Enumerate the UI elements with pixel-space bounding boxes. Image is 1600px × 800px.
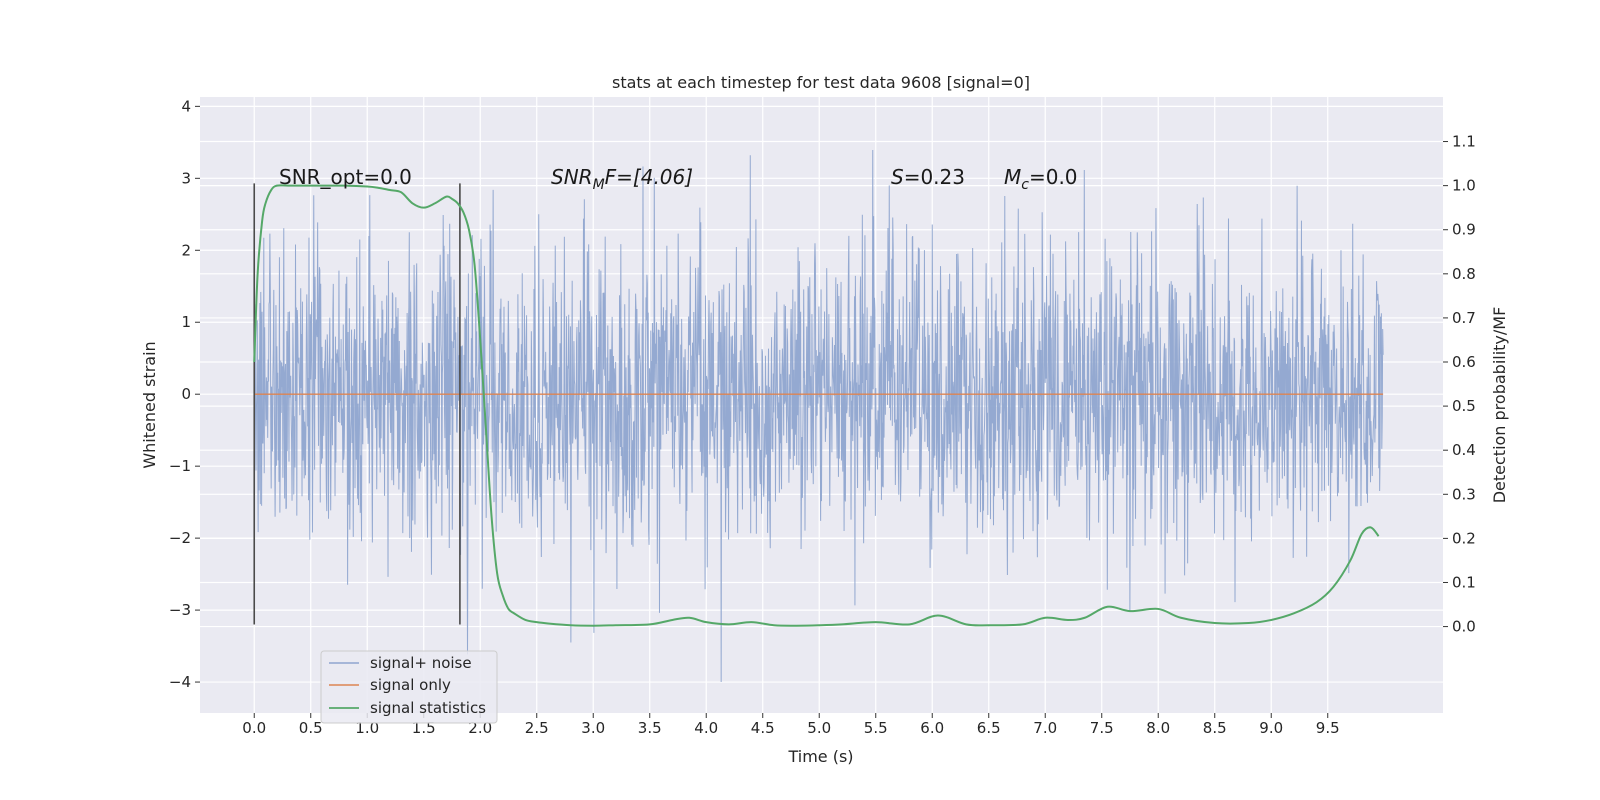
stats-series xyxy=(253,184,1380,627)
annotation-mc: Mc=0.0 xyxy=(1004,165,1078,193)
x-tick-label: 4.0 xyxy=(694,719,718,737)
x-tick-label: 9.5 xyxy=(1316,719,1340,737)
y2-tick-label: 0.1 xyxy=(1452,573,1476,591)
x-tick-label: 3.0 xyxy=(581,719,605,737)
mc-base: M xyxy=(1004,165,1021,189)
x-tick-label: 3.5 xyxy=(638,719,662,737)
mc-sub: c xyxy=(1021,177,1029,193)
x-tick-label: 6.5 xyxy=(977,719,1001,737)
y2-tick-label: 0.0 xyxy=(1452,618,1476,636)
x-tick-label: 7.5 xyxy=(1090,719,1114,737)
y2-axis-label: Detection probability/MF xyxy=(1490,307,1509,504)
noise-line xyxy=(253,150,1384,683)
legend-label-noise: signal+ noise xyxy=(370,654,472,672)
x-tick-label: 0.5 xyxy=(299,719,323,737)
x-tick-label: 4.5 xyxy=(751,719,775,737)
y-tick-label: −1 xyxy=(169,457,191,475)
y2-tick-label: 0.4 xyxy=(1452,441,1476,459)
snr-mf-tail: F=[4.06] xyxy=(605,165,693,189)
y-tick-label: −4 xyxy=(169,673,191,691)
snr-mf-sub: M xyxy=(593,177,605,193)
x-ticks: 0.0 0.5 1.0 1.5 2.0 2.5 3.0 3.5 4.0 4.5 5.0 5.5 6.0 6… xyxy=(242,713,1340,737)
chart-title: stats at each timestep for test data 960… xyxy=(612,73,1030,92)
legend: signal+ noise signal only signal statist… xyxy=(320,650,498,724)
x-tick-label: 9.0 xyxy=(1259,719,1283,737)
snr-mf-base: SNR xyxy=(551,165,593,189)
y-tick-label: 0 xyxy=(181,385,191,403)
noise-series xyxy=(253,150,1384,683)
y2-tick-label: 0.8 xyxy=(1452,265,1476,283)
y-tick-label: 4 xyxy=(181,97,191,115)
s-value: =0.23 xyxy=(904,165,965,189)
x-axis-label: Time (s) xyxy=(787,747,853,766)
y-tick-label: −3 xyxy=(169,601,191,619)
y2-tick-label: 0.9 xyxy=(1452,221,1476,239)
annotation-s: S=0.23 xyxy=(891,165,965,189)
x-tick-label: 0.0 xyxy=(242,719,266,737)
legend-box xyxy=(320,650,498,724)
annotation-snr-mf: SNRMF=[4.06] xyxy=(551,165,693,193)
annotation-snr-opt: SNR_opt=0.0 xyxy=(279,165,412,189)
y-tick-label: −2 xyxy=(169,529,191,547)
mc-value: =0.0 xyxy=(1029,165,1078,189)
annotations: SNR_opt=0.0 SNRMF=[4.06] S=0.23 Mc=0.0 xyxy=(279,165,1078,193)
x-tick-label: 8.0 xyxy=(1146,719,1170,737)
x-tick-label: 6.0 xyxy=(920,719,944,737)
y2-tick-label: 0.3 xyxy=(1452,485,1476,503)
y2-tick-label: 0.2 xyxy=(1452,529,1476,547)
y-tick-label: 3 xyxy=(181,169,191,187)
x-tick-label: 5.0 xyxy=(807,719,831,737)
y-ticks: −4 −3 −2 −1 0 1 2 3 4 xyxy=(169,97,200,691)
x-tick-label: 2.5 xyxy=(525,719,549,737)
x-tick-label: 7.0 xyxy=(1033,719,1057,737)
y2-tick-label: 1.1 xyxy=(1452,133,1476,151)
y2-tick-label: 0.6 xyxy=(1452,353,1476,371)
y2-tick-label: 1.0 xyxy=(1452,177,1476,195)
y2-ticks: 0.0 0.1 0.2 0.3 0.4 0.5 0.6 0.7 0.8 0.9 1.0 1.1 xyxy=(1443,133,1476,636)
x-tick-label: 8.5 xyxy=(1203,719,1227,737)
y2-tick-label: 0.7 xyxy=(1452,309,1476,327)
y-tick-label: 2 xyxy=(181,241,191,259)
vertical-markers xyxy=(253,183,461,625)
y-tick-label: 1 xyxy=(181,313,191,331)
legend-label-stats: signal statistics xyxy=(370,699,486,717)
stats-line xyxy=(253,184,1380,627)
y2-tick-label: 0.5 xyxy=(1452,397,1476,415)
s-name: S xyxy=(891,165,904,189)
x-tick-label: 5.5 xyxy=(864,719,888,737)
legend-label-signal: signal only xyxy=(370,676,451,694)
y-axis-label: Whitened strain xyxy=(140,341,159,468)
